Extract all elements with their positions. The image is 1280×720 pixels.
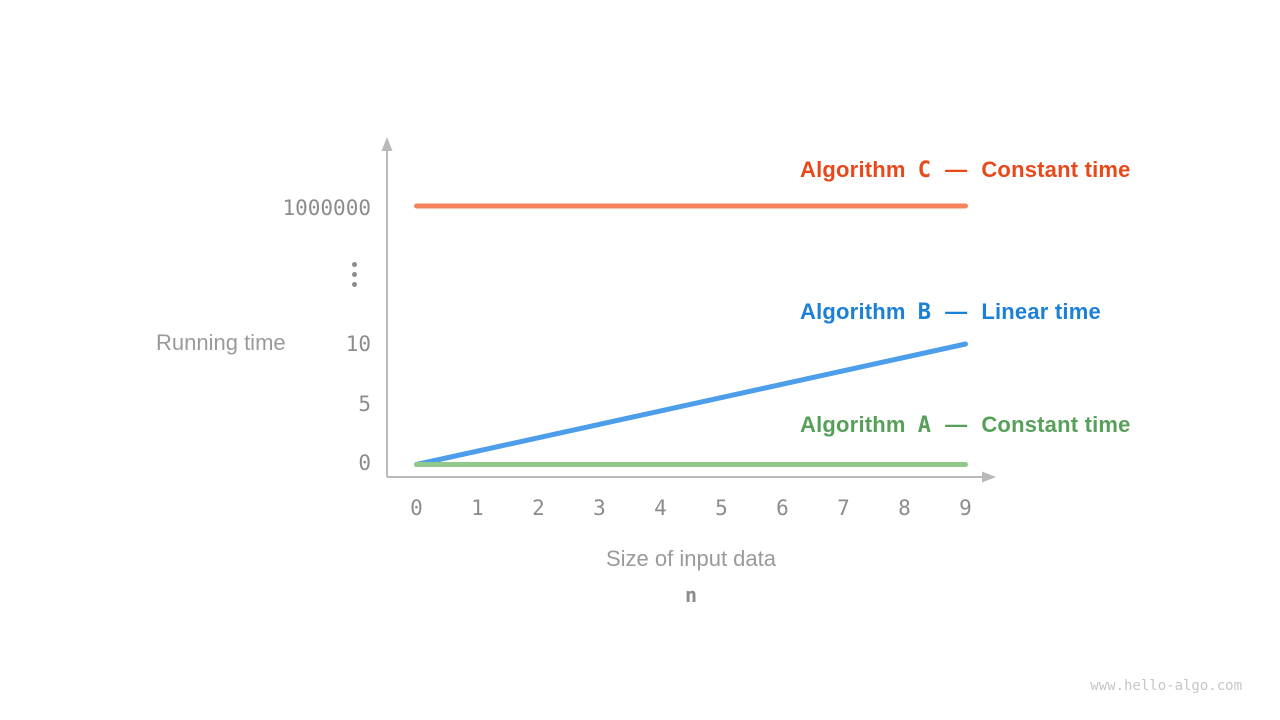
- legend-dash: —: [945, 299, 968, 324]
- x-tick-3: 3: [593, 496, 606, 520]
- x-tick-8: 8: [898, 496, 911, 520]
- ellipsis-dot: [352, 282, 357, 287]
- x-tick-7: 7: [837, 496, 850, 520]
- x-tick-5: 5: [715, 496, 728, 520]
- legend-series-desc: Constant time: [981, 157, 1131, 182]
- x-axis-variable: n: [684, 583, 698, 607]
- legend-series-letter: C: [917, 158, 932, 183]
- x-tick-1: 1: [471, 496, 484, 520]
- series-line-algorithm-b: [414, 341, 968, 467]
- y-tick-0: 0: [358, 451, 371, 475]
- x-tick-2: 2: [532, 496, 545, 520]
- x-tick-4: 4: [654, 496, 667, 520]
- watermark: www.hello-algo.com: [1090, 678, 1242, 694]
- legend-series-letter: A: [917, 413, 932, 438]
- legend-series-desc: Linear time: [981, 299, 1101, 324]
- legend-series-word: Algorithm: [800, 157, 906, 182]
- y-tick-10: 10: [345, 332, 371, 356]
- x-axis-arrow-icon: [982, 471, 996, 483]
- y-tick-5: 5: [358, 392, 371, 416]
- y-axis-title: Running time: [156, 330, 286, 355]
- legend-algorithm-a: Algorithm A — Constant time: [800, 412, 1131, 438]
- y-tick-1000000: 1000000: [282, 196, 371, 220]
- y-axis-break-ellipsis-icon: [352, 262, 357, 287]
- ellipsis-dot: [352, 272, 357, 277]
- legend-series-word: Algorithm: [800, 299, 906, 324]
- legend-series-word: Algorithm: [800, 412, 906, 437]
- legend-dash: —: [945, 412, 968, 437]
- legend-algorithm-c: Algorithm C — Constant time: [800, 157, 1131, 183]
- legend-algorithm-b: Algorithm B — Linear time: [800, 299, 1101, 325]
- x-tick-6: 6: [776, 496, 789, 520]
- x-tick-0: 0: [410, 496, 423, 520]
- x-axis-title: Size of input data: [605, 546, 777, 571]
- y-axis-arrow-icon: [381, 137, 393, 151]
- ellipsis-dot: [352, 262, 357, 267]
- legend-series-desc: Constant time: [981, 412, 1131, 437]
- legend-series-letter: B: [917, 300, 932, 325]
- x-tick-9: 9: [959, 496, 972, 520]
- legend-dash: —: [945, 157, 968, 182]
